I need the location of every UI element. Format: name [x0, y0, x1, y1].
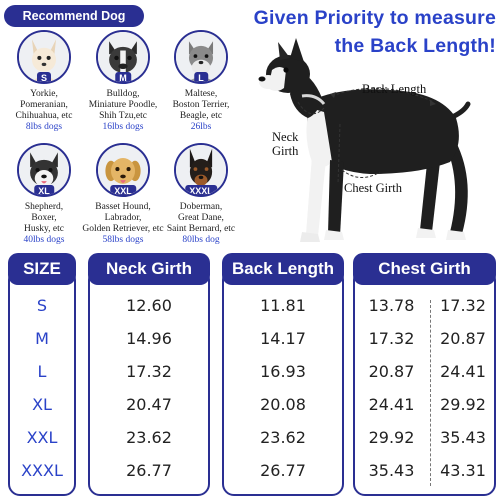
table-cell-chest-min: 24.41: [368, 395, 415, 414]
breed-line: Pomeranian,: [20, 100, 68, 110]
neck-girth-column-header: Neck Girth: [88, 253, 210, 285]
table-cell-chest-max: 43.31: [440, 461, 486, 480]
table-cell-chest-min: 29.92: [368, 428, 415, 447]
breed-line: Husky, etc: [23, 224, 64, 234]
chihuahua-icon: S: [17, 30, 71, 84]
breed-line: Shih Tzu,etc: [99, 111, 147, 121]
table-cell-neck: 23.62: [126, 428, 172, 447]
breed-line: Doberman,: [179, 202, 223, 212]
headline-line-2: the Back Length!: [334, 35, 496, 57]
breed-line: Miniature Poodle,: [88, 100, 158, 110]
recommend-dog-badge: Recommend Dog: [4, 5, 144, 27]
schnauzer-icon: L: [174, 30, 228, 84]
size-column-header: SIZE: [8, 253, 76, 285]
table-cell-back: 26.77: [260, 461, 306, 480]
size-badge: XXXL: [185, 185, 217, 195]
dog-cell-l: L Maltese, Boston Terrier, Beagle, etc 2…: [158, 30, 244, 133]
table-cell-size: XXXL: [21, 461, 63, 480]
breed-line: Golden Retriever, etc: [82, 224, 164, 234]
chest-range-divider: [430, 300, 431, 486]
table-cell-chest-min: 20.87: [368, 362, 415, 381]
back-column-box: [222, 268, 344, 496]
dog-cell-xl: XL Shepherd, Boxer, Husky, etc 40lbs dog…: [1, 143, 87, 246]
table-cell-back: 14.17: [260, 329, 306, 348]
size-column-box: [8, 268, 76, 496]
table-cell-chest-max: 17.32: [440, 296, 486, 315]
breed-line: Labrador,: [104, 213, 142, 223]
table-cell-neck: 20.47: [126, 395, 172, 414]
doberman-icon: XXXL: [174, 143, 228, 197]
breed-list: Shepherd, Boxer, Husky, etc: [1, 202, 87, 235]
breed-line: Bulldog,: [106, 89, 140, 99]
breed-line: Yorkie,: [30, 89, 58, 99]
table-cell-chest-max: 29.92: [440, 395, 486, 414]
table-cell-neck: 12.60: [126, 296, 172, 315]
breed-list: Basset Hound, Labrador, Golden Retriever…: [80, 202, 166, 235]
breed-list: Bulldog, Miniature Poodle, Shih Tzu,etc: [80, 89, 166, 122]
weight-label: 8lbs dogs: [25, 122, 63, 132]
breed-line: Basset Hound,: [95, 202, 151, 212]
weight-label: 26lbs: [190, 122, 212, 132]
table-cell-chest-max: 24.41: [440, 362, 486, 381]
breed-list: Doberman, Great Dane, Saint Bernard, etc: [158, 202, 244, 235]
weight-label: 58lbs dogs: [102, 235, 144, 245]
dog-cell-xxxl: XXXL Doberman, Great Dane, Saint Bernard…: [158, 143, 244, 246]
breed-line: Chihuahua, etc: [15, 111, 73, 121]
neck-girth-label-line-2: Girth: [272, 144, 299, 158]
table-cell-neck: 17.32: [126, 362, 172, 381]
chest-girth-label: Chest Girth: [344, 181, 402, 195]
table-cell-chest-min: 13.78: [368, 296, 415, 315]
size-badge: S: [36, 72, 52, 82]
breed-line: Saint Bernard, etc: [166, 224, 236, 234]
size-badge: XL: [34, 185, 54, 195]
table-cell-size: XL: [32, 395, 52, 414]
table-cell-chest-max: 20.87: [440, 329, 486, 348]
breed-line: Great Dane,: [178, 213, 224, 223]
bulldog-icon: M: [96, 30, 150, 84]
table-cell-size: L: [37, 362, 47, 381]
table-cell-chest-max: 35.43: [440, 428, 486, 447]
back-length-label: Back Length: [362, 82, 427, 96]
breed-line: Maltese,: [184, 89, 218, 99]
size-badge: L: [194, 72, 208, 82]
table-cell-back: 23.62: [260, 428, 306, 447]
headline: Given Priority to measure the Back Lengt…: [206, 4, 496, 60]
breed-line: Beagle, etc: [179, 111, 223, 121]
breed-line: Boston Terrier,: [172, 100, 230, 110]
weight-label: 80lbs dog: [182, 235, 220, 245]
headline-line-1: Given Priority to measure: [253, 7, 496, 29]
golden-retriever-icon: XXL: [96, 143, 150, 197]
chest-column-box: [353, 268, 496, 496]
table-cell-chest-min: 17.32: [368, 329, 415, 348]
chest-girth-column-header: Chest Girth: [353, 253, 496, 285]
weight-label: 40lbs dogs: [23, 235, 65, 245]
table-cell-back: 11.81: [260, 296, 306, 315]
neck-column-box: [88, 268, 210, 496]
table-cell-back: 20.08: [260, 395, 306, 414]
boston-terrier-drawing: [258, 38, 471, 242]
table-cell-chest-min: 35.43: [368, 461, 415, 480]
neck-girth-label-line-1: Neck: [272, 130, 299, 144]
dog-cell-xxl: XXL Basset Hound, Labrador, Golden Retri…: [80, 143, 166, 246]
table-cell-size: XXL: [26, 428, 58, 447]
dog-cell-s: S Yorkie, Pomeranian, Chihuahua, etc 8lb…: [1, 30, 87, 133]
husky-icon: XL: [17, 143, 71, 197]
size-badge: XXL: [110, 185, 136, 195]
breed-list: Maltese, Boston Terrier, Beagle, etc: [158, 89, 244, 122]
breed-list: Yorkie, Pomeranian, Chihuahua, etc: [1, 89, 87, 122]
table-cell-back: 16.93: [260, 362, 306, 381]
table-cell-size: M: [35, 329, 49, 348]
table-cell-neck: 26.77: [126, 461, 172, 480]
back-length-column-header: Back Length: [222, 253, 344, 285]
size-badge: M: [115, 72, 131, 82]
breed-line: Boxer,: [31, 213, 57, 223]
weight-label: 16lbs dogs: [102, 122, 144, 132]
table-cell-neck: 14.96: [126, 329, 172, 348]
table-cell-size: S: [36, 296, 48, 315]
breed-line: Shepherd,: [24, 202, 64, 212]
dog-cell-m: M Bulldog, Miniature Poodle, Shih Tzu,et…: [80, 30, 166, 133]
boston-terrier-illustration: Back Length Neck Girth Chest Girth: [250, 34, 500, 254]
